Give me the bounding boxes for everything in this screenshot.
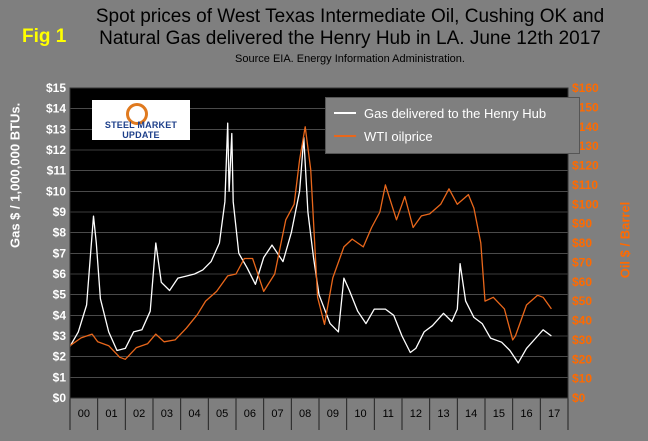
figure-label: Fig 1 — [22, 26, 67, 47]
logo-text: STEEL MARKET UPDATE — [104, 120, 178, 140]
y-tick-left: $12 — [46, 143, 66, 157]
chart-source: Source EIA. Energy Information Administr… — [235, 53, 465, 65]
y-tick-left: $3 — [53, 329, 67, 343]
x-tick-label: 17 — [548, 408, 560, 420]
y-axis-label-left: Gas $ / 1,000,000 BTUs. — [7, 102, 23, 248]
steel-market-update-logo: STEEL MARKET UPDATE — [92, 100, 190, 140]
chart-title: Spot prices of West Texas Intermediate O… — [70, 6, 630, 50]
title-line-2: Natural Gas delivered the Henry Hub in L… — [99, 28, 601, 49]
y-tick-left: $2 — [53, 350, 67, 364]
y-tick-left: $1 — [53, 370, 67, 384]
y-tick-left: $5 — [53, 288, 67, 302]
y-tick-right: $0 — [572, 391, 586, 405]
chart-legend: Gas delivered to the Henry Hub WTI oilpr… — [325, 97, 580, 154]
x-tick-label: 00 — [78, 408, 90, 420]
x-tick-label: 01 — [105, 408, 117, 420]
title-line-1: Spot prices of West Texas Intermediate O… — [95, 6, 605, 27]
x-tick-label: 05 — [216, 408, 228, 420]
x-tick-label: 09 — [327, 408, 339, 420]
y-tick-left: $15 — [46, 81, 66, 95]
y-tick-left: $8 — [53, 226, 67, 240]
y-tick-right: $70 — [572, 255, 592, 269]
x-tick-label: 15 — [493, 408, 505, 420]
legend-item-gas: Gas delivered to the Henry Hub — [334, 104, 546, 122]
y-tick-left: $10 — [46, 184, 66, 198]
x-tick-label: 14 — [465, 408, 477, 420]
y-tick-right: $80 — [572, 236, 592, 250]
x-tick-label: 03 — [161, 408, 173, 420]
y-tick-right: $90 — [572, 217, 592, 231]
legend-label-gas: Gas delivered to the Henry Hub — [364, 105, 547, 121]
y-tick-right: $160 — [572, 81, 599, 95]
x-tick-label: 04 — [188, 408, 200, 420]
y-tick-right: $100 — [572, 197, 599, 211]
y-tick-right: $20 — [572, 352, 592, 366]
x-tick-label: 06 — [244, 408, 256, 420]
y-tick-left: $9 — [53, 205, 67, 219]
legend-swatch-oil — [334, 135, 356, 137]
y-tick-right: $60 — [572, 275, 592, 289]
x-tick-label: 02 — [133, 408, 145, 420]
series-line-oil — [69, 126, 552, 360]
y-tick-right: $120 — [572, 159, 599, 173]
y-tick-left: $11 — [47, 164, 67, 178]
y-tick-left: $6 — [53, 267, 67, 281]
legend-item-oil: WTI oilprice — [334, 127, 433, 145]
x-tick-label: 11 — [382, 408, 393, 420]
y-tick-right: $10 — [572, 372, 592, 386]
y-tick-left: $14 — [46, 102, 66, 116]
x-tick-label: 12 — [410, 408, 422, 420]
y-tick-left: $4 — [53, 308, 67, 322]
y-tick-left: $7 — [53, 246, 67, 260]
y-tick-right: $40 — [572, 314, 592, 328]
legend-label-oil: WTI oilprice — [364, 128, 433, 144]
y-tick-right: $50 — [572, 294, 592, 308]
x-tick-label: 16 — [520, 408, 532, 420]
y-tick-left: $13 — [46, 122, 66, 136]
plot-border — [69, 87, 569, 399]
y-tick-left: $0 — [53, 391, 67, 405]
x-tick-label: 10 — [354, 408, 366, 420]
x-tick-label: 08 — [299, 408, 311, 420]
y-tick-right: $110 — [572, 178, 598, 192]
series-line-gas — [69, 122, 552, 364]
x-tick-label: 13 — [437, 408, 449, 420]
y-tick-right: $30 — [572, 333, 592, 347]
logo-ring-icon — [126, 103, 148, 125]
legend-swatch-gas — [334, 112, 356, 114]
y-axis-label-right: Oil $ / Barrel — [617, 201, 633, 279]
x-tick-label: 07 — [271, 408, 283, 420]
